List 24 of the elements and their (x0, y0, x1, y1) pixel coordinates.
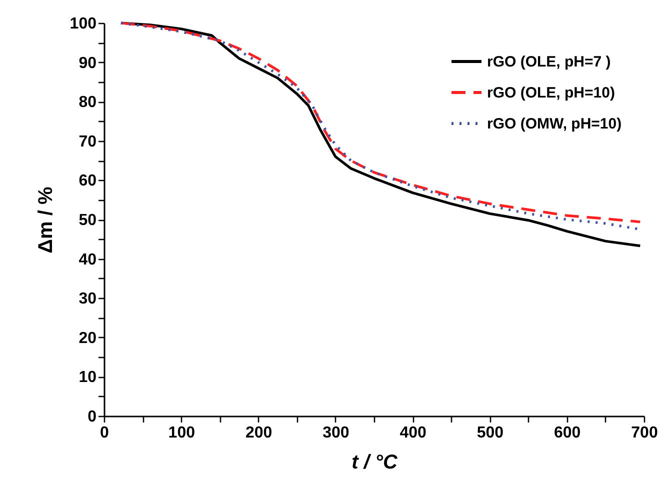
x-tick-label: 500 (476, 424, 504, 442)
y-tick-label: 80 (78, 94, 97, 112)
x-tick-label: 600 (554, 424, 581, 442)
y-tick-label: 40 (78, 251, 97, 268)
y-tick-label: 90 (78, 54, 97, 72)
legend-label: rGO (OMW, pH=10) (487, 116, 622, 132)
y-tick-label: 100 (70, 16, 97, 32)
x-tick-label: 700 (631, 424, 658, 442)
x-tick-label: 200 (245, 424, 272, 442)
y-axis-title: Δm / % (34, 186, 57, 254)
y-tick-label: 10 (78, 369, 97, 386)
x-axis-title: t / °C (352, 452, 398, 474)
y-tick-label: 20 (78, 330, 97, 347)
y-tick-label: 70 (78, 133, 97, 150)
y-tick-label: 0 (88, 408, 97, 426)
x-tick-label: 400 (400, 424, 427, 442)
legend-label: rGO (OLE, pH=7 ) (487, 54, 611, 70)
legend-label: rGO (OLE, pH=10) (487, 84, 615, 102)
x-tick-label: 0 (100, 424, 110, 442)
y-tick-label: 60 (78, 172, 97, 190)
x-tick-label: 100 (168, 424, 196, 442)
x-tick-label: 300 (322, 424, 350, 442)
y-tick-label: 50 (78, 212, 97, 229)
y-tick-label: 30 (78, 290, 97, 308)
